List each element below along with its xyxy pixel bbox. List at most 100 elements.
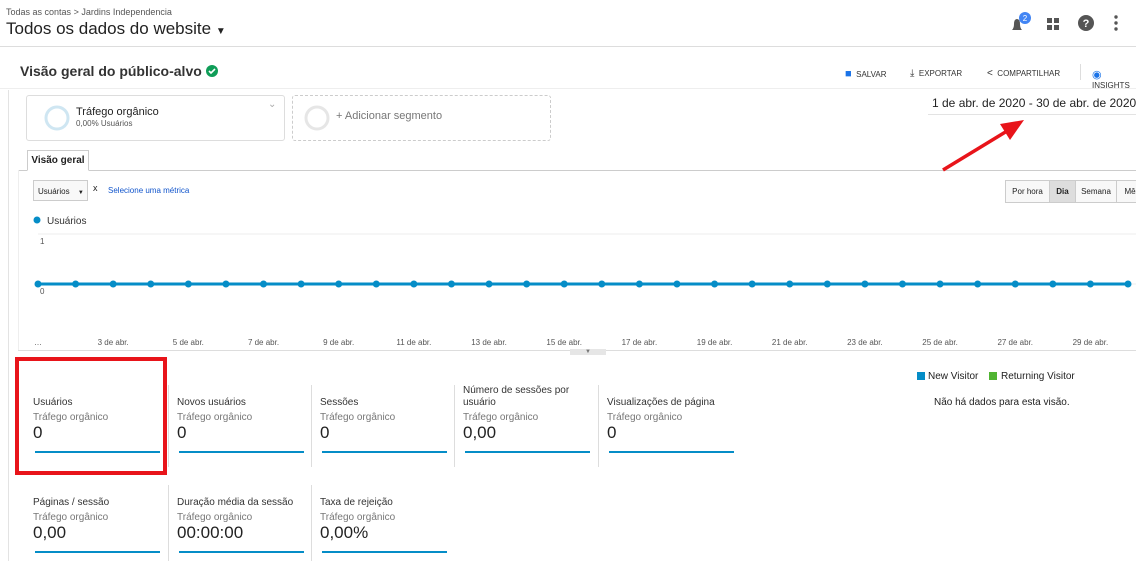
sparkline <box>322 451 447 453</box>
metric-name: Taxa de rejeição <box>320 497 393 508</box>
sparkline <box>35 551 160 553</box>
panel-edge <box>18 170 19 350</box>
sparkline <box>35 451 160 453</box>
share-button[interactable]: < COMPARTILHAR <box>987 68 1060 79</box>
insights-icon: ◉ <box>1092 69 1102 81</box>
remove-metric[interactable]: x <box>93 183 98 193</box>
metric-label: Usuários <box>38 187 70 196</box>
left-rule <box>8 90 9 561</box>
date-range[interactable]: 1 de abr. de 2020 - 30 de abr. de 2020 <box>928 92 1136 115</box>
metric-card[interactable]: Taxa de rejeição Tráfego orgânico 0,00% <box>320 485 460 561</box>
add-segment-label: + Adicionar segmento <box>336 110 443 122</box>
month-button[interactable]: Mês <box>1116 180 1136 203</box>
select-metric-link[interactable]: Selecione uma métrica <box>108 186 190 195</box>
data-point <box>974 280 982 288</box>
data-point <box>1011 280 1019 288</box>
highlight-box <box>15 357 167 475</box>
annotation-arrow <box>942 120 1024 172</box>
breadcrumb-item[interactable]: Todas as contas <box>6 7 72 17</box>
hour-button[interactable]: Por hora <box>1005 180 1050 203</box>
metric-value: 0,00 <box>463 423 497 442</box>
notification-badge <box>1019 12 1031 24</box>
segment-ring <box>44 105 70 131</box>
sparkline <box>179 451 304 453</box>
metric-card[interactable]: Novos usuários Tráfego orgânico 0 <box>177 385 317 465</box>
top-bar <box>0 0 1136 47</box>
data-point <box>861 280 869 288</box>
metric-card[interactable]: Duração média da sessão Tráfego orgânico 0… <box>177 485 317 561</box>
metric-value: 0 <box>33 423 43 442</box>
metric-card[interactable]: Visualizações de página Tráfego orgânico 0 <box>607 385 747 465</box>
data-point <box>147 280 155 288</box>
metric-value: 0 <box>607 423 617 442</box>
insights-button[interactable]: ◉ INSIGHTS <box>1092 68 1136 90</box>
data-point <box>447 280 455 288</box>
metric-divider <box>598 385 599 467</box>
metric-segment: Tráfego orgânico <box>177 512 253 523</box>
x-tick-label: 23 de abr. <box>847 338 883 347</box>
metric-name: Sessões <box>320 397 359 408</box>
x-tick-label: 29 de abr. <box>1073 338 1109 347</box>
data-point <box>898 280 906 288</box>
legend-label: Usuários <box>47 216 86 227</box>
data-point <box>222 280 230 288</box>
metric-segment: Tráfego orgânico <box>177 412 253 423</box>
dropdown-caret: ▼ <box>215 26 226 37</box>
metric-segment: Tráfego orgânico <box>320 412 396 423</box>
metric-card[interactable]: Usuários Tráfego orgânico 0 <box>33 385 173 465</box>
data-point <box>1124 280 1132 288</box>
x-tick-label: 13 de abr. <box>471 338 507 347</box>
metric-segment: Tráfego orgânico <box>33 512 109 523</box>
metric-card[interactable]: Número de sessões por usuário Tráfego org… <box>463 385 603 465</box>
notifications-icon[interactable] <box>1012 19 1022 30</box>
x-tick-label: 17 de abr. <box>622 338 658 347</box>
data-point <box>297 280 305 288</box>
data-point <box>748 280 756 288</box>
save-icon: ■ <box>845 68 852 80</box>
x-tick-label: … <box>34 338 42 347</box>
week-button[interactable]: Semana <box>1075 180 1117 203</box>
data-point <box>1049 280 1057 288</box>
segment-card[interactable]: Tráfego orgânico 0,00% Usuários ⌄ <box>26 95 285 141</box>
data-point <box>34 280 42 288</box>
more-icon[interactable] <box>1114 15 1118 31</box>
breadcrumb-separator: > <box>73 7 79 17</box>
save-button[interactable]: ■ SALVAR <box>845 68 887 80</box>
share-label: COMPARTILHAR <box>997 69 1061 78</box>
property-selector[interactable]: Todos os dados do website ▼ <box>6 19 226 39</box>
x-tick-label: 15 de abr. <box>546 338 582 347</box>
add-segment[interactable]: + Adicionar segmento <box>292 95 551 141</box>
help-icon[interactable] <box>1078 15 1094 31</box>
collapse-handle[interactable]: ▼ <box>570 349 606 355</box>
data-point <box>711 280 719 288</box>
segment-caret: ⌄ <box>268 99 277 110</box>
property-name: Todos os dados do website <box>6 19 212 38</box>
data-point <box>260 280 268 288</box>
metric-card[interactable]: Páginas / sessão Tráfego orgânico 0,00 <box>33 485 173 561</box>
breadcrumb: Todas as contas > Jardins Independencia <box>6 7 172 17</box>
metric-divider <box>311 485 312 561</box>
segment-detail: 0,00% Usuários <box>76 119 133 128</box>
legend-dot <box>33 216 41 224</box>
share-icon: < <box>987 68 993 79</box>
metric-value: 00:00:00 <box>177 523 244 542</box>
export-button[interactable]: ⤓ EXPORTAR <box>910 68 962 79</box>
report-title: Visão geral do público-alvo <box>20 63 218 79</box>
breadcrumb-item[interactable]: Jardins Independencia <box>81 7 172 17</box>
overview-tab[interactable]: Visão geral <box>27 150 89 171</box>
data-point <box>673 280 681 288</box>
metric-divider <box>311 385 312 467</box>
day-button[interactable]: Dia <box>1049 180 1076 203</box>
help-glyph: ? <box>1083 18 1090 30</box>
x-tick-label: 11 de abr. <box>396 338 431 347</box>
x-tick-label: 25 de abr. <box>922 338 958 347</box>
apps-icon[interactable] <box>1047 18 1059 30</box>
metric-dropdown[interactable]: Usuários ▼ <box>33 180 88 201</box>
data-point <box>523 280 531 288</box>
metric-card[interactable]: Sessões Tráfego orgânico 0 <box>320 385 460 465</box>
metric-value: 0 <box>320 423 330 442</box>
metric-name: Visualizações de página <box>607 397 715 408</box>
divider <box>0 88 1136 89</box>
x-tick-label: 3 de abr. <box>98 338 129 347</box>
